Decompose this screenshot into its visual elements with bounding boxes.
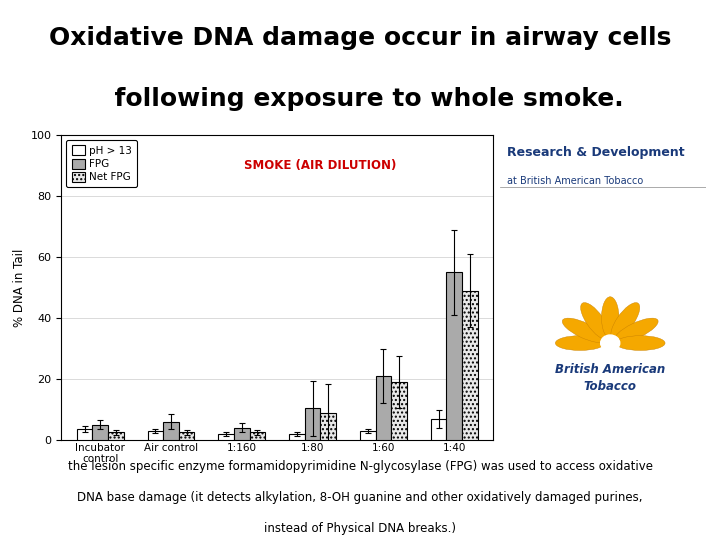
Bar bbox=[360, 431, 376, 440]
Bar bbox=[108, 433, 124, 440]
Bar bbox=[431, 418, 446, 440]
Ellipse shape bbox=[562, 318, 606, 342]
Ellipse shape bbox=[601, 297, 619, 339]
Bar bbox=[305, 408, 320, 440]
Text: Tobacco: Tobacco bbox=[584, 380, 636, 393]
Ellipse shape bbox=[615, 318, 658, 342]
Bar bbox=[446, 272, 462, 440]
Bar bbox=[376, 376, 391, 440]
Bar bbox=[148, 431, 163, 440]
Bar bbox=[234, 428, 250, 440]
Text: the lesion specific enzyme formamidopyrimidine N-glycosylase (FPG) was used to a: the lesion specific enzyme formamidopyri… bbox=[68, 460, 652, 473]
Y-axis label: % DNA in Tail: % DNA in Tail bbox=[13, 248, 27, 327]
Bar bbox=[218, 434, 234, 440]
Bar bbox=[320, 413, 336, 440]
Ellipse shape bbox=[611, 302, 640, 339]
Bar bbox=[289, 434, 305, 440]
Bar bbox=[179, 433, 194, 440]
Ellipse shape bbox=[555, 336, 605, 350]
Bar bbox=[92, 425, 108, 440]
Text: following exposure to whole smoke.: following exposure to whole smoke. bbox=[96, 87, 624, 111]
Text: SMOKE (AIR DILUTION): SMOKE (AIR DILUTION) bbox=[244, 159, 397, 172]
Circle shape bbox=[600, 335, 620, 351]
Text: instead of Physical DNA breaks.): instead of Physical DNA breaks.) bbox=[264, 522, 456, 535]
Text: Oxidative DNA damage occur in airway cells: Oxidative DNA damage occur in airway cel… bbox=[49, 26, 671, 50]
Bar bbox=[250, 433, 265, 440]
Bar bbox=[391, 382, 407, 440]
Bar bbox=[163, 422, 179, 440]
Legend: pH > 13, FPG, Net FPG: pH > 13, FPG, Net FPG bbox=[66, 140, 138, 187]
Ellipse shape bbox=[616, 336, 665, 350]
Ellipse shape bbox=[580, 302, 610, 339]
Text: British American: British American bbox=[555, 363, 665, 376]
Text: DNA base damage (it detects alkylation, 8-OH guanine and other oxidatively damag: DNA base damage (it detects alkylation, … bbox=[77, 491, 643, 504]
Bar bbox=[77, 429, 92, 440]
Text: at British American Tobacco: at British American Tobacco bbox=[507, 176, 643, 186]
Text: Research & Development: Research & Development bbox=[507, 146, 684, 159]
Bar bbox=[462, 291, 477, 440]
